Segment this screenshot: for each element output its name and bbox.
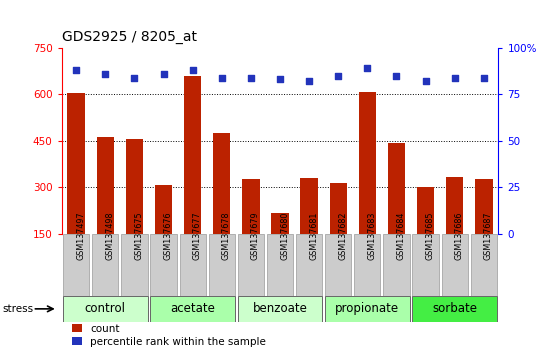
Text: GSM137683: GSM137683 xyxy=(367,211,376,260)
Text: GSM137687: GSM137687 xyxy=(484,211,493,260)
Point xyxy=(188,67,197,73)
Point xyxy=(392,73,401,79)
Point xyxy=(305,79,314,84)
FancyBboxPatch shape xyxy=(384,234,409,296)
Text: stress: stress xyxy=(3,304,34,314)
Text: propionate: propionate xyxy=(335,302,399,315)
Bar xyxy=(417,187,435,234)
Text: GSM137681: GSM137681 xyxy=(309,211,318,260)
FancyBboxPatch shape xyxy=(296,234,322,296)
Bar xyxy=(125,139,143,234)
Text: GSM137680: GSM137680 xyxy=(280,211,289,260)
FancyBboxPatch shape xyxy=(325,234,351,296)
Legend: count, percentile rank within the sample: count, percentile rank within the sample xyxy=(72,324,266,347)
Text: sorbate: sorbate xyxy=(432,302,477,315)
Text: GSM137677: GSM137677 xyxy=(193,211,202,260)
Point xyxy=(246,75,255,80)
FancyBboxPatch shape xyxy=(238,296,322,321)
Bar xyxy=(184,76,202,234)
FancyBboxPatch shape xyxy=(325,296,409,321)
Text: benzoate: benzoate xyxy=(253,302,307,315)
FancyBboxPatch shape xyxy=(151,296,235,321)
Point xyxy=(159,71,168,76)
FancyBboxPatch shape xyxy=(63,296,147,321)
FancyBboxPatch shape xyxy=(267,234,293,296)
FancyBboxPatch shape xyxy=(471,234,497,296)
FancyBboxPatch shape xyxy=(413,234,438,296)
Bar xyxy=(475,178,493,234)
Bar xyxy=(358,92,376,234)
Text: GSM137675: GSM137675 xyxy=(134,211,143,260)
Text: GSM137676: GSM137676 xyxy=(164,211,172,260)
Point xyxy=(479,75,488,80)
Point xyxy=(363,65,372,71)
Text: GSM137497: GSM137497 xyxy=(76,211,85,260)
Bar xyxy=(155,185,172,234)
FancyBboxPatch shape xyxy=(92,234,118,296)
FancyBboxPatch shape xyxy=(238,234,264,296)
Bar xyxy=(271,212,289,234)
Text: GSM137682: GSM137682 xyxy=(338,211,347,260)
FancyBboxPatch shape xyxy=(122,234,147,296)
Text: acetate: acetate xyxy=(170,302,215,315)
Bar xyxy=(446,177,464,234)
Point xyxy=(101,71,110,76)
Bar xyxy=(67,93,85,234)
Point xyxy=(421,79,430,84)
FancyBboxPatch shape xyxy=(63,234,89,296)
Point xyxy=(334,73,343,79)
FancyBboxPatch shape xyxy=(413,296,497,321)
Text: GSM137684: GSM137684 xyxy=(396,211,405,260)
Text: GSM137686: GSM137686 xyxy=(455,211,464,260)
FancyBboxPatch shape xyxy=(209,234,235,296)
Bar xyxy=(96,137,114,234)
Text: GSM137678: GSM137678 xyxy=(222,211,231,260)
FancyBboxPatch shape xyxy=(180,234,206,296)
Text: GSM137679: GSM137679 xyxy=(251,211,260,260)
Text: GSM137498: GSM137498 xyxy=(105,211,114,260)
Text: GDS2925 / 8205_at: GDS2925 / 8205_at xyxy=(62,30,197,44)
Bar xyxy=(213,133,231,234)
FancyBboxPatch shape xyxy=(151,234,176,296)
Bar xyxy=(388,143,405,234)
FancyBboxPatch shape xyxy=(354,234,380,296)
Bar xyxy=(329,183,347,234)
Point xyxy=(130,75,139,80)
Point xyxy=(276,76,284,82)
Point xyxy=(72,67,81,73)
Point xyxy=(450,75,459,80)
Text: GSM137685: GSM137685 xyxy=(426,211,435,260)
Bar xyxy=(242,179,260,234)
FancyBboxPatch shape xyxy=(442,234,468,296)
Point xyxy=(217,75,226,80)
Text: control: control xyxy=(85,302,126,315)
Bar xyxy=(300,178,318,234)
